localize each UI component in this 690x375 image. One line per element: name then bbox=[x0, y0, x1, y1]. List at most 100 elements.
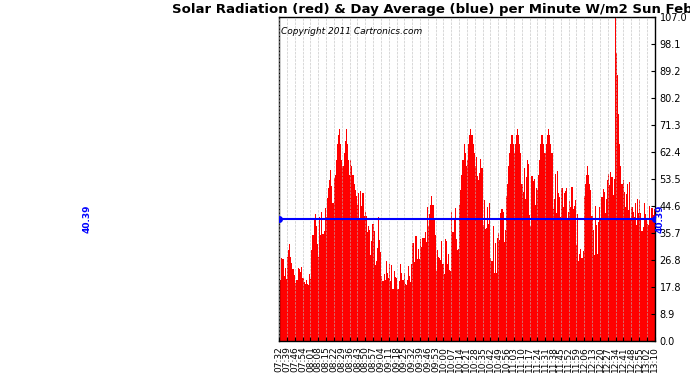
Bar bbox=[487, 207, 488, 342]
Bar bbox=[497, 238, 498, 342]
Bar bbox=[425, 232, 426, 342]
Bar bbox=[622, 180, 624, 342]
Bar bbox=[435, 236, 436, 342]
Bar bbox=[409, 276, 411, 342]
Bar bbox=[298, 268, 299, 342]
Bar bbox=[320, 235, 322, 342]
Bar bbox=[322, 234, 324, 342]
Bar bbox=[327, 198, 328, 342]
Bar bbox=[369, 230, 371, 342]
Bar bbox=[447, 264, 448, 342]
Bar bbox=[498, 233, 499, 342]
Bar bbox=[586, 175, 587, 342]
Bar bbox=[578, 261, 579, 342]
Bar bbox=[517, 129, 518, 342]
Bar bbox=[304, 282, 305, 342]
Bar bbox=[365, 212, 366, 342]
Bar bbox=[356, 196, 357, 342]
Bar bbox=[377, 248, 378, 342]
Bar bbox=[648, 225, 649, 342]
Bar bbox=[307, 284, 308, 342]
Bar bbox=[469, 135, 471, 342]
Bar bbox=[564, 190, 566, 342]
Bar bbox=[509, 153, 511, 342]
Bar bbox=[584, 184, 586, 342]
Bar bbox=[573, 206, 575, 342]
Bar bbox=[340, 144, 342, 342]
Bar bbox=[504, 230, 506, 342]
Bar bbox=[480, 159, 482, 342]
Bar bbox=[349, 175, 351, 342]
Bar bbox=[569, 201, 571, 342]
Bar bbox=[536, 188, 537, 342]
Bar bbox=[431, 196, 433, 342]
Bar bbox=[325, 209, 326, 342]
Bar bbox=[345, 141, 346, 342]
Bar bbox=[495, 243, 496, 342]
Bar bbox=[427, 207, 428, 342]
Bar bbox=[287, 256, 288, 342]
Bar bbox=[279, 276, 280, 342]
Bar bbox=[333, 178, 335, 342]
Bar bbox=[455, 208, 456, 342]
Bar bbox=[591, 216, 593, 342]
Bar bbox=[357, 205, 358, 342]
Bar bbox=[302, 278, 304, 342]
Bar bbox=[499, 240, 500, 342]
Bar bbox=[328, 188, 329, 342]
Bar bbox=[453, 220, 455, 342]
Bar bbox=[593, 255, 595, 342]
Bar bbox=[518, 135, 519, 342]
Bar bbox=[380, 252, 382, 342]
Bar bbox=[399, 281, 400, 342]
Bar bbox=[620, 166, 622, 342]
Bar bbox=[297, 280, 298, 342]
Bar bbox=[417, 259, 418, 342]
Bar bbox=[296, 280, 297, 342]
Bar bbox=[533, 179, 535, 342]
Bar bbox=[638, 213, 639, 342]
Bar bbox=[408, 266, 409, 342]
Bar bbox=[313, 220, 315, 342]
Bar bbox=[348, 159, 349, 342]
Bar bbox=[384, 274, 385, 342]
Bar bbox=[342, 166, 344, 342]
Bar bbox=[346, 129, 347, 342]
Bar bbox=[473, 153, 475, 342]
Bar bbox=[385, 280, 386, 342]
Bar bbox=[507, 184, 508, 342]
Bar bbox=[602, 189, 604, 342]
Bar bbox=[513, 153, 515, 342]
Text: 40.39: 40.39 bbox=[82, 205, 91, 233]
Bar bbox=[500, 213, 502, 342]
Bar bbox=[428, 226, 429, 342]
Bar bbox=[488, 225, 489, 342]
Bar bbox=[535, 205, 536, 342]
Bar bbox=[347, 144, 348, 342]
Bar bbox=[549, 135, 551, 342]
Bar bbox=[475, 166, 476, 342]
Bar bbox=[493, 273, 495, 342]
Bar bbox=[484, 229, 486, 342]
Bar bbox=[317, 244, 318, 342]
Bar bbox=[398, 289, 399, 342]
Bar bbox=[556, 213, 557, 342]
Bar bbox=[445, 238, 446, 342]
Bar bbox=[588, 175, 589, 342]
Bar bbox=[426, 242, 427, 342]
Bar bbox=[359, 218, 360, 342]
Bar bbox=[376, 261, 377, 342]
Bar bbox=[437, 250, 438, 342]
Bar bbox=[373, 231, 375, 342]
Bar bbox=[486, 228, 487, 342]
Bar bbox=[444, 274, 445, 342]
Bar bbox=[318, 256, 319, 342]
Bar bbox=[378, 217, 380, 342]
Bar bbox=[538, 175, 539, 342]
Bar bbox=[579, 254, 580, 342]
Bar bbox=[629, 182, 630, 342]
Bar bbox=[404, 273, 405, 342]
Bar bbox=[558, 193, 559, 342]
Bar bbox=[291, 262, 293, 342]
Bar bbox=[566, 188, 567, 342]
